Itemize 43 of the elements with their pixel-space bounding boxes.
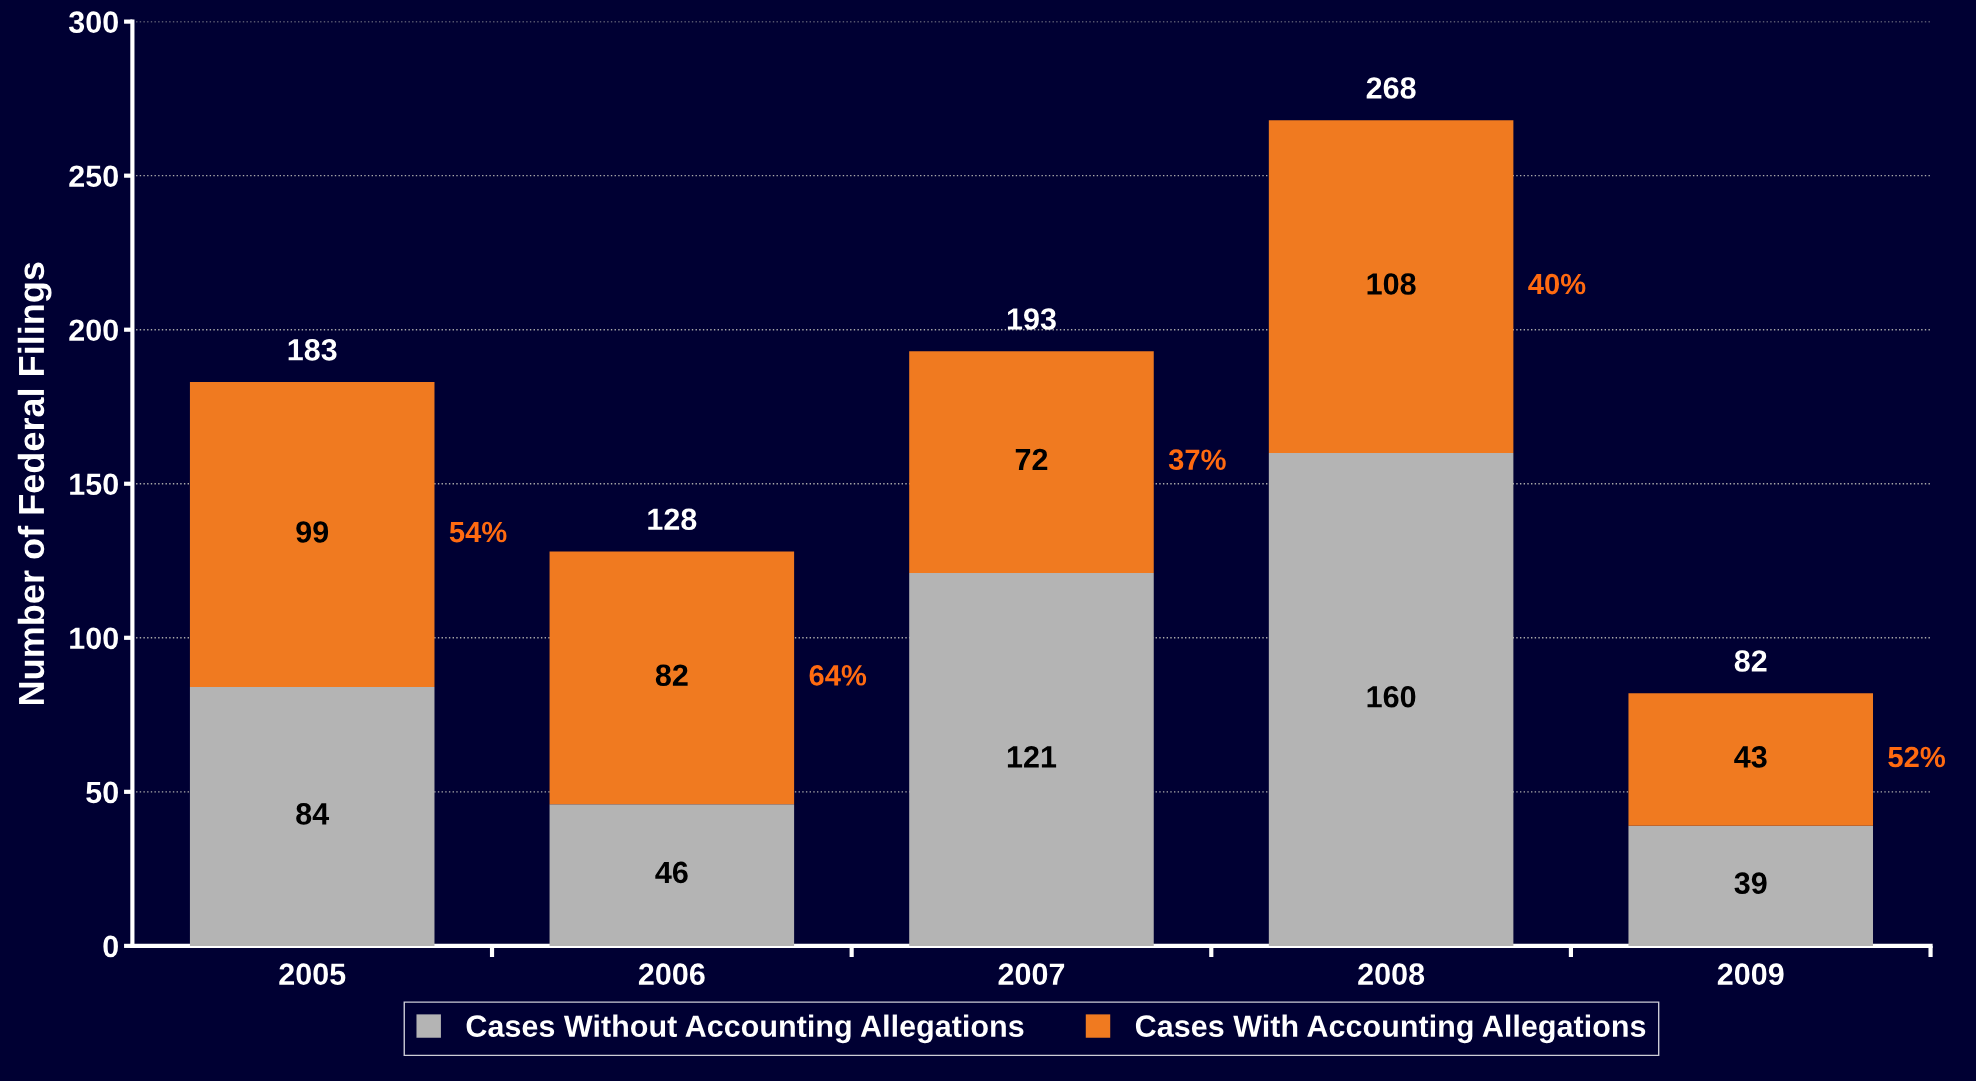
x-tick-label: 2006 bbox=[638, 963, 705, 985]
total-label: 128 bbox=[648, 508, 697, 531]
y-axis-title: Number of Federal Filings bbox=[17, 262, 52, 705]
annotation: 37% bbox=[1168, 449, 1226, 471]
data-label: 121 bbox=[1007, 746, 1057, 768]
x-tick-label: 2005 bbox=[279, 963, 346, 985]
bar bbox=[549, 551, 795, 805]
total-label: 193 bbox=[1007, 308, 1056, 330]
data-label: 46 bbox=[655, 861, 688, 884]
bar bbox=[189, 382, 435, 688]
annotation: 52% bbox=[1888, 746, 1945, 768]
bar bbox=[549, 804, 795, 946]
y-tick-label: 100 bbox=[70, 627, 118, 650]
total-label: 268 bbox=[1366, 77, 1416, 99]
total-label: 183 bbox=[288, 339, 337, 361]
x-tick-label: 2009 bbox=[1717, 963, 1784, 985]
data-label: 108 bbox=[1367, 273, 1416, 295]
x-tick-label: 2007 bbox=[998, 963, 1065, 985]
y-tick-label: 50 bbox=[86, 781, 118, 804]
bar bbox=[1628, 693, 1874, 826]
y-tick-label: 0 bbox=[103, 935, 118, 958]
legend-label: Cases With Accounting Allegations bbox=[1135, 1014, 1646, 1044]
y-tick-label: 300 bbox=[68, 11, 118, 34]
y-tick-label: 150 bbox=[70, 473, 118, 496]
data-label: 84 bbox=[296, 803, 330, 825]
bar bbox=[909, 351, 1154, 574]
y-tick-label: 250 bbox=[69, 165, 118, 188]
annotation: 54% bbox=[449, 521, 507, 543]
legend-label: Cases Without Accounting Allegations bbox=[466, 1014, 1024, 1044]
annotation: 40% bbox=[1528, 273, 1586, 295]
y-tick-label: 200 bbox=[69, 319, 118, 342]
total-label: 82 bbox=[1734, 650, 1767, 672]
bar bbox=[1628, 825, 1874, 946]
data-label: 39 bbox=[1734, 872, 1767, 895]
x-tick-label: 2008 bbox=[1358, 963, 1425, 985]
bar bbox=[1268, 120, 1514, 453]
data-label: 82 bbox=[655, 664, 688, 687]
data-label: 43 bbox=[1734, 746, 1767, 768]
annotation: 64% bbox=[809, 665, 867, 686]
bar bbox=[909, 573, 1154, 946]
data-label: 160 bbox=[1367, 685, 1416, 708]
data-label: 99 bbox=[296, 521, 329, 543]
data-label: 72 bbox=[1015, 448, 1048, 471]
